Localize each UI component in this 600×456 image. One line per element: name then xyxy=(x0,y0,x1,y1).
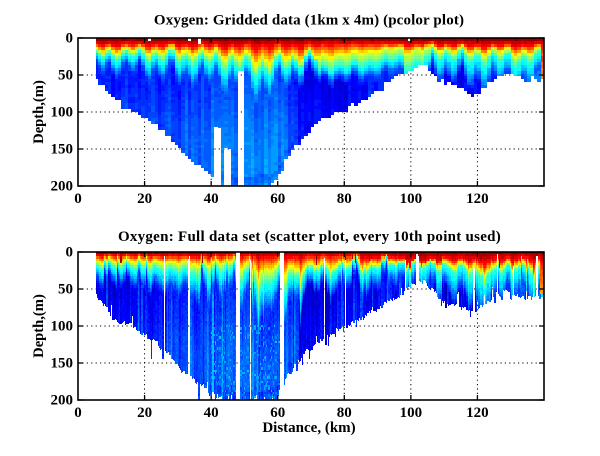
svg-text:100: 100 xyxy=(400,191,423,207)
svg-text:120: 120 xyxy=(466,191,489,207)
svg-text:0: 0 xyxy=(66,245,74,261)
svg-text:40: 40 xyxy=(204,191,219,207)
svg-text:Oxygen: Gridded data (1km x 4m: Oxygen: Gridded data (1km x 4m) (pcolor … xyxy=(154,13,464,29)
svg-text:150: 150 xyxy=(51,356,74,372)
svg-text:120: 120 xyxy=(466,405,489,421)
svg-text:100: 100 xyxy=(51,319,74,335)
svg-text:80: 80 xyxy=(337,405,352,421)
svg-text:100: 100 xyxy=(51,105,74,121)
svg-text:0: 0 xyxy=(74,191,82,207)
svg-text:200: 200 xyxy=(51,393,74,409)
svg-text:Depth,(m): Depth,(m) xyxy=(31,80,47,144)
svg-text:80: 80 xyxy=(337,191,352,207)
svg-text:0: 0 xyxy=(74,405,82,421)
svg-text:40: 40 xyxy=(204,405,219,421)
svg-text:Depth,(m): Depth,(m) xyxy=(31,294,47,358)
svg-text:150: 150 xyxy=(51,142,74,158)
svg-text:50: 50 xyxy=(58,282,73,298)
svg-text:20: 20 xyxy=(137,191,152,207)
svg-text:200: 200 xyxy=(51,179,74,195)
svg-text:Distance, (km): Distance, (km) xyxy=(262,420,355,436)
svg-text:20: 20 xyxy=(137,405,152,421)
svg-text:60: 60 xyxy=(270,405,285,421)
svg-text:0: 0 xyxy=(66,31,74,47)
svg-text:50: 50 xyxy=(58,68,73,84)
svg-text:100: 100 xyxy=(400,405,423,421)
svg-text:Oxygen: Full data set (scatter: Oxygen: Full data set (scatter plot, eve… xyxy=(118,229,501,245)
svg-text:60: 60 xyxy=(270,191,285,207)
